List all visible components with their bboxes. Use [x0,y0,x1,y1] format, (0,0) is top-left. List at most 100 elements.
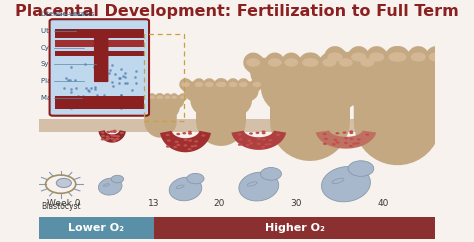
Circle shape [247,139,251,142]
Text: Uterine vessels: Uterine vessels [41,11,94,17]
Circle shape [336,132,339,135]
Point [68,65,75,69]
Circle shape [180,96,186,99]
Point [69,100,76,104]
Circle shape [323,143,327,145]
Circle shape [239,138,243,141]
Circle shape [369,52,384,62]
Circle shape [389,52,404,62]
Circle shape [356,142,360,144]
Circle shape [181,82,190,87]
Circle shape [101,135,105,137]
Circle shape [109,130,113,133]
Circle shape [110,137,114,140]
Circle shape [110,134,114,137]
Circle shape [188,131,192,133]
Circle shape [171,96,177,99]
Circle shape [365,133,369,136]
Point [72,103,80,107]
Point [60,86,68,90]
Circle shape [173,146,177,148]
Point [73,86,80,90]
Point [72,78,79,82]
Circle shape [249,142,253,144]
Point [82,86,90,90]
Bar [154,217,435,239]
Point [68,87,75,91]
Circle shape [194,140,198,143]
Circle shape [134,96,139,99]
Circle shape [257,137,261,140]
Text: Placental Development: Fertilization to Full Term: Placental Development: Fertilization to … [15,4,459,19]
Circle shape [268,58,282,67]
Point [62,76,69,80]
Ellipse shape [103,184,109,186]
Ellipse shape [239,172,279,201]
Text: 40: 40 [378,199,389,208]
Circle shape [218,82,226,87]
Point [111,95,118,99]
Circle shape [348,161,374,176]
Bar [55,29,144,38]
Point [91,87,99,91]
Point [121,75,129,79]
Circle shape [249,132,253,135]
Point [116,76,123,80]
Circle shape [352,143,356,145]
Text: Cytotrophoblast: Cytotrophoblast [41,45,97,51]
Point [117,76,124,80]
Circle shape [164,96,170,99]
Circle shape [344,142,348,144]
Circle shape [113,131,117,133]
Circle shape [105,136,109,138]
Point [120,96,128,100]
Polygon shape [316,131,376,149]
Point [100,93,107,97]
Circle shape [176,144,181,146]
Point [91,85,99,89]
Circle shape [351,52,366,62]
Point [94,103,101,107]
Point [81,62,89,66]
Circle shape [336,141,339,144]
Circle shape [344,137,348,139]
Point [117,68,125,71]
Ellipse shape [332,178,344,183]
Bar [55,40,144,47]
Point [111,72,118,76]
FancyBboxPatch shape [50,19,149,116]
Circle shape [276,134,280,136]
Point [128,88,136,92]
Circle shape [191,145,194,148]
Text: Uterine wall: Uterine wall [41,28,83,34]
Circle shape [100,131,105,134]
Polygon shape [231,131,286,150]
Circle shape [216,82,225,87]
Circle shape [262,130,265,133]
Circle shape [302,58,316,67]
Point [111,99,119,103]
Circle shape [106,137,110,140]
Point [132,69,139,73]
Circle shape [239,82,248,87]
Point [91,104,99,108]
Circle shape [452,52,467,62]
Circle shape [157,96,163,99]
Point [121,81,128,85]
Text: 13: 13 [148,199,159,208]
Circle shape [120,132,124,134]
Point [108,80,116,84]
Point [118,93,125,97]
Circle shape [166,134,170,136]
Point [57,98,65,102]
Circle shape [182,132,186,134]
Circle shape [187,173,204,184]
Circle shape [167,139,171,142]
Circle shape [201,134,205,137]
Point [132,75,139,79]
Point [117,106,125,110]
Circle shape [255,132,259,134]
Circle shape [101,138,105,141]
Text: Week 0: Week 0 [47,199,80,208]
Circle shape [322,58,336,67]
